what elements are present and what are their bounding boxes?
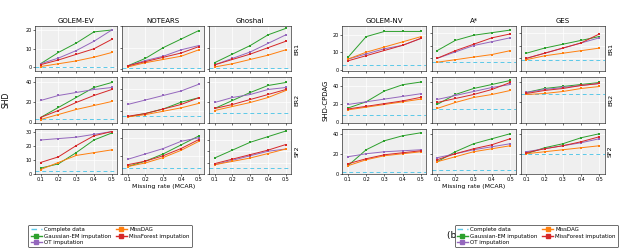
Title: GES: GES: [556, 18, 570, 24]
Text: ER2: ER2: [608, 94, 613, 106]
Text: (b) LGM-NV.: (b) LGM-NV.: [447, 231, 500, 240]
Text: SHD-CPDAG: SHD-CPDAG: [322, 79, 328, 121]
Title: GOLEM-NV: GOLEM-NV: [365, 18, 403, 24]
Text: (a) LGM-EV.: (a) LGM-EV.: [137, 231, 189, 240]
Title: NOTEARS: NOTEARS: [147, 18, 180, 24]
Legend: Complete data, Gaussian-EM imputation, OT imputation, MissDAG, MissForest imputa: Complete data, Gaussian-EM imputation, O…: [454, 225, 618, 247]
Legend: Complete data, Gaussian-EM imputation, OT imputation, MissDAG, MissForest imputa: Complete data, Gaussian-EM imputation, O…: [28, 225, 192, 247]
Title: Ghoshal: Ghoshal: [236, 18, 264, 24]
Title: A*: A*: [470, 18, 477, 24]
Text: ER2: ER2: [294, 94, 300, 106]
Text: SF2: SF2: [608, 146, 613, 157]
Text: Missing rate (MCAR): Missing rate (MCAR): [442, 184, 505, 189]
Text: ER1: ER1: [608, 43, 613, 55]
Text: SHD: SHD: [2, 92, 11, 108]
Text: ER1: ER1: [294, 43, 300, 55]
Text: SF2: SF2: [294, 146, 300, 157]
Title: GOLEM-EV: GOLEM-EV: [58, 18, 95, 24]
Text: Missing rate (MCAR): Missing rate (MCAR): [132, 184, 195, 189]
